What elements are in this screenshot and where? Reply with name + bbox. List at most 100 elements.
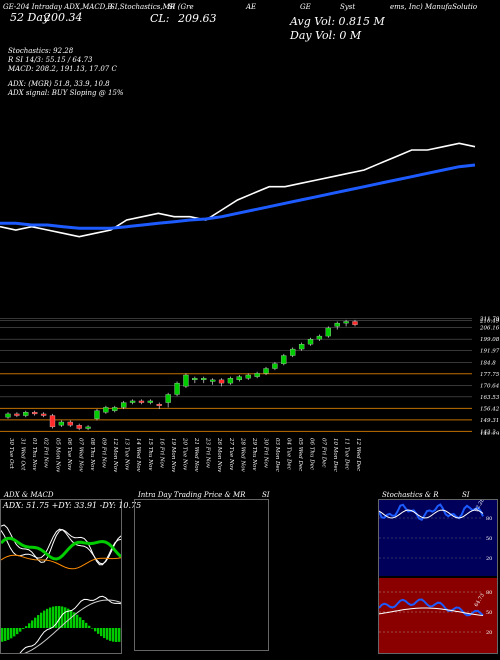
adx-minus-line — [1, 528, 121, 565]
macd-histogram-bar — [109, 628, 112, 641]
date-tick-label: 07 Fri Dec — [320, 438, 326, 467]
macd-histogram-bar — [82, 620, 85, 628]
stoch-tick-label: 20 — [486, 556, 492, 562]
macd-histogram-bar — [52, 606, 55, 628]
candle-body — [307, 339, 314, 345]
date-tick-label: 02 Fri Nov — [43, 438, 49, 469]
date-tick-label: 20 Tue Nov — [182, 437, 188, 471]
header-line-6: Syst — [340, 3, 356, 11]
macd-histogram-bar — [61, 606, 64, 628]
candle-body — [192, 378, 198, 381]
macd-signal-line — [24, 599, 121, 653]
stoch-tick-label: 50 — [486, 536, 492, 542]
date-tick-label: 01 Thu Nov — [31, 438, 37, 471]
macd-histogram-bar — [103, 628, 106, 639]
price-tick-label: 177.75 — [480, 372, 500, 378]
stoch-d-line — [379, 509, 484, 519]
stoch-panel-title-2: SI — [462, 491, 470, 499]
macd-histogram-bar — [64, 607, 67, 628]
adx-signal-text: ADX signal: BUY Sloping @ 15% — [8, 89, 124, 97]
macd-histogram-bar — [112, 628, 115, 642]
rsi-tick-label: 50 — [486, 610, 492, 616]
date-tick-label: 10 Mon Dec — [332, 438, 338, 472]
si-text: R SI 14/3: 55.15 / 64.73 — [8, 56, 93, 64]
candle-body — [40, 413, 47, 416]
candle-body — [227, 378, 234, 384]
adx-line — [1, 536, 121, 561]
macd-histogram-bar — [25, 626, 28, 628]
date-tick-label: 07 Wed Nov — [77, 438, 83, 473]
adx-values: ADX: 51.75 +DY: 33.91 -DY: 10.75 — [3, 501, 142, 510]
candle-body — [165, 394, 171, 403]
macd-histogram-bar — [43, 610, 46, 628]
price-tick-label: 184.8 — [480, 360, 496, 366]
rsi-background — [379, 578, 497, 653]
date-tick-label: 15 Thu Nov — [147, 438, 153, 471]
candle-body — [245, 374, 251, 379]
price-tick-label: 142.29 — [480, 431, 500, 435]
macd-text: MACD: 208.2, 191.13, 17.07 C — [8, 65, 117, 73]
day-value: 200.34 — [44, 11, 83, 24]
header-line-1: GE-204 Intraday ADX,MACD,B — [3, 3, 113, 11]
date-tick-label: 05 Wed Dec — [297, 438, 303, 471]
candle-body — [67, 421, 73, 426]
candle-body — [316, 335, 323, 340]
date-tick-label: 08 Thu Nov — [89, 438, 95, 471]
header-line-2: SI,Stochastics,MR — [110, 3, 176, 11]
price-tick-label: 199.08 — [480, 337, 500, 343]
adx-panel-title: ADX & MACD — [4, 491, 54, 499]
candle-body — [85, 426, 91, 429]
candle-body — [352, 321, 358, 325]
close-label: CL: — [150, 12, 170, 25]
date-tick-label: 21 Wed Nov — [193, 437, 199, 473]
macd-histogram-bar — [55, 606, 58, 628]
adx-macd-panel: ADX: 51.75 +DY: 33.91 -DY: 10.75 — [0, 499, 141, 654]
candle-body — [343, 321, 349, 324]
date-tick-label: 09 Fri Nov — [101, 438, 107, 469]
macd-histogram-bar — [37, 615, 40, 628]
date-axis: 30 Tue Oct 31 Wed Oct 01 Thu Nov 02 Fri Nov… — [8, 437, 361, 473]
candle-body — [325, 327, 331, 337]
date-tick-label: 16 Fri Nov — [158, 438, 164, 469]
candle-body — [23, 412, 29, 416]
macd-histogram-bar — [49, 607, 52, 628]
candle-body — [14, 413, 20, 416]
date-tick-label: 11 Tue Dec — [343, 438, 349, 470]
adx-macd-plot — [1, 524, 121, 653]
macd-histogram-bar — [70, 610, 73, 628]
candle-body — [49, 415, 56, 428]
date-tick-label: 03 Mon Dec — [274, 438, 280, 472]
adx-plus-line — [1, 524, 121, 566]
candle-body — [103, 407, 109, 413]
candle-body — [218, 379, 225, 384]
header-line-3: SI (Gre — [168, 3, 194, 11]
candle-body — [58, 421, 65, 426]
header-line-5: GE — [300, 3, 311, 11]
header-line-4: AE — [246, 3, 257, 11]
price-tick-label: 156.42 — [480, 406, 500, 412]
candle-body — [254, 373, 260, 377]
header-line-7: ems, Inc) ManufaSolutio — [390, 3, 478, 11]
intraday-panel-title-2: SI — [262, 491, 270, 499]
macd-histogram-bar — [76, 614, 79, 628]
candle-body — [298, 344, 305, 350]
candle-body — [281, 355, 287, 364]
candle-body — [209, 379, 216, 382]
candle-body — [94, 410, 100, 419]
macd-histogram-bar — [16, 628, 19, 635]
macd-histogram-bar — [34, 617, 37, 628]
candle-body — [5, 413, 11, 418]
candle-body — [174, 382, 180, 395]
candle-body — [121, 402, 127, 408]
price-line-chart — [0, 142, 476, 238]
adx-text: ADX: (MGR) 51.8, 33.9, 10.8 — [8, 80, 110, 88]
candle-body — [147, 400, 154, 403]
date-tick-label: 27 Tue Nov — [228, 437, 234, 471]
moving-average-line — [0, 163, 476, 230]
price-line — [0, 142, 476, 238]
macd-histogram-bar — [31, 620, 34, 628]
date-tick-label: 04 Tue Dec — [286, 438, 292, 470]
macd-histogram-bar — [67, 608, 70, 628]
